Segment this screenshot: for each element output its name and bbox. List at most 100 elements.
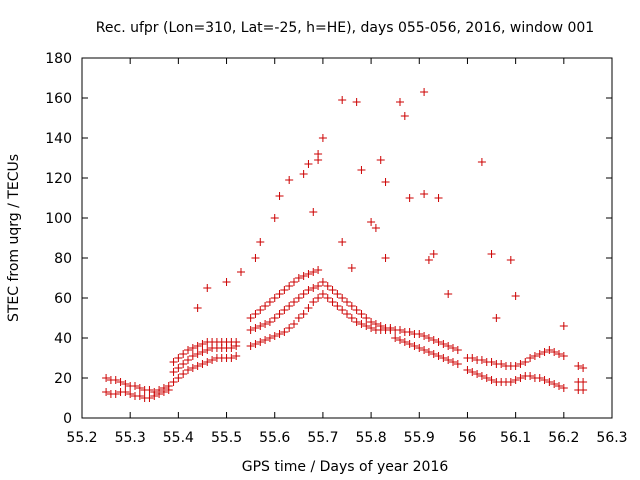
data-point: [232, 338, 241, 346]
data-point: [559, 352, 568, 360]
data-point: [410, 342, 419, 350]
data-point: [116, 378, 125, 386]
data-point: [309, 298, 318, 306]
data-point: [405, 340, 414, 348]
data-point: [121, 380, 130, 388]
data-point: [559, 322, 568, 330]
data-point: [477, 356, 486, 364]
data-point: [579, 364, 588, 372]
data-point: [492, 314, 501, 322]
data-point: [145, 394, 154, 402]
y-tick-label: 100: [45, 211, 72, 227]
data-point: [434, 352, 443, 360]
data-point: [381, 178, 390, 186]
data-point: [424, 334, 433, 342]
x-tick-label: 56: [459, 430, 477, 446]
data-point: [256, 322, 265, 330]
y-tick-label: 180: [45, 51, 72, 67]
data-point: [463, 366, 472, 374]
data-point: [184, 346, 192, 354]
data-point: [280, 328, 289, 336]
data-point: [251, 254, 260, 262]
data-point: [367, 318, 376, 326]
data-point: [111, 390, 120, 398]
x-tick-label: 55.8: [356, 430, 387, 446]
data-point: [135, 384, 144, 392]
data-point: [169, 358, 178, 366]
data-point: [261, 336, 270, 344]
data-point: [102, 374, 111, 382]
data-point: [203, 358, 212, 366]
data-point: [227, 354, 236, 362]
data-point: [174, 374, 183, 382]
data-point: [420, 332, 429, 340]
data-points: [102, 88, 588, 402]
data-point: [155, 386, 164, 394]
data-point: [126, 390, 135, 398]
data-point: [420, 346, 429, 354]
data-point: [362, 314, 371, 322]
data-point: [352, 306, 361, 314]
data-point: [381, 254, 390, 262]
data-point: [285, 282, 294, 290]
data-point: [198, 348, 207, 356]
data-point: [477, 372, 486, 380]
data-point: [314, 282, 323, 290]
data-point: [400, 338, 409, 346]
data-point: [304, 304, 313, 312]
x-tick-label: 55.2: [66, 430, 97, 446]
data-point: [275, 330, 284, 338]
data-point: [299, 310, 308, 318]
data-point: [299, 290, 308, 298]
x-tick-label: 55.3: [115, 430, 146, 446]
data-point: [559, 384, 568, 392]
y-tick-label: 120: [45, 171, 72, 187]
data-point: [545, 346, 554, 354]
data-point: [251, 310, 260, 318]
data-point: [526, 354, 535, 362]
data-point: [540, 348, 549, 356]
data-point: [304, 160, 313, 168]
data-point: [420, 88, 429, 96]
data-point: [574, 362, 583, 370]
data-point: [169, 378, 178, 386]
data-point: [270, 294, 279, 302]
data-point: [304, 270, 313, 278]
data-point: [415, 330, 424, 338]
data-point: [184, 366, 192, 374]
data-point: [535, 350, 544, 358]
x-tick-label: 55.6: [259, 430, 290, 446]
data-point: [179, 360, 188, 368]
axis-ticks: [81, 57, 613, 419]
data-point: [232, 352, 241, 360]
data-point: [497, 360, 506, 368]
data-point: [179, 370, 188, 378]
data-point: [477, 158, 486, 166]
y-tick-label: 60: [54, 291, 72, 307]
data-point: [545, 378, 554, 386]
data-point: [396, 336, 404, 344]
data-point: [198, 360, 207, 368]
data-point: [261, 302, 270, 310]
data-point: [511, 362, 520, 370]
x-tick-label: 55.5: [211, 430, 242, 446]
data-point: [516, 360, 525, 368]
data-point: [396, 98, 404, 106]
data-point: [391, 334, 400, 342]
data-point: [111, 376, 120, 384]
y-tick-label: 140: [45, 131, 72, 147]
data-point: [145, 386, 154, 394]
data-point: [222, 278, 231, 286]
data-point: [193, 350, 202, 358]
data-point: [444, 356, 453, 364]
data-point: [555, 382, 563, 390]
data-point: [386, 324, 395, 332]
x-tick-label: 55.4: [163, 430, 194, 446]
data-point: [174, 354, 183, 362]
data-point: [150, 388, 159, 396]
data-point: [328, 286, 337, 294]
y-tick-label: 160: [45, 91, 72, 107]
data-point: [343, 310, 351, 318]
x-tick-label: 56.1: [500, 430, 531, 446]
data-point: [290, 320, 298, 328]
